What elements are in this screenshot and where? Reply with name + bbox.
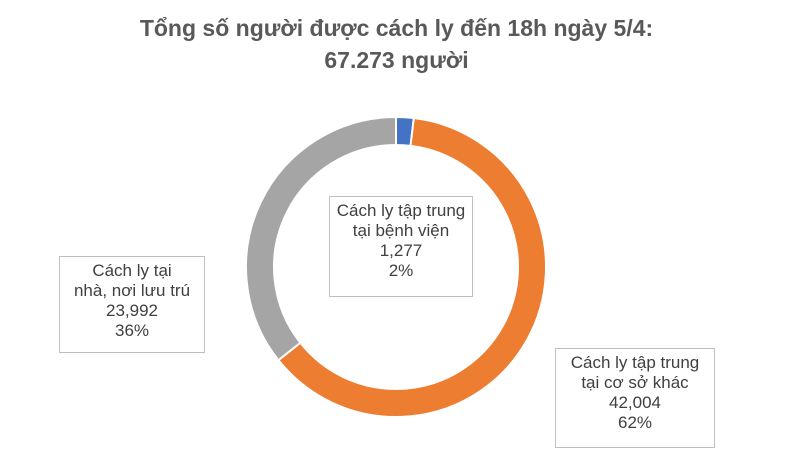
callout-other-label-1: Cách ly tập trung [570,353,700,372]
callout-home-value: 23,992 [106,301,158,320]
callout-home: Cách ly tại nhà, nơi lưu trú 23,992 36% [59,256,205,353]
callout-hospital-value: 1,277 [379,241,423,260]
chart-title-line-1: Tổng số người được cách ly đến 18h ngày … [139,15,654,41]
callout-home-label-2: nhà, nơi lưu trú [73,281,191,300]
callout-hospital: Cách ly tập trung tại bệnh viện 1,277 2% [329,196,473,297]
callout-home-label-1: Cách ly tại [92,261,172,280]
slice-other-facility [277,116,547,418]
chart-title: Tổng số người được cách ly đến 18h ngày … [0,12,793,76]
chart-title-line-2: 67.273 người [324,47,469,73]
callout-other-label-2: tại cơ sở khác [581,373,689,392]
slice-home [245,115,397,362]
callout-hospital-label-1: Cách ly tập trung [336,201,466,220]
callout-other-value: 42,004 [609,393,661,412]
callout-other-percent: 62% [617,413,653,432]
callout-hospital-percent: 2% [388,261,414,280]
donut-slices [245,115,547,418]
callout-home-percent: 36% [114,321,150,340]
callout-hospital-label-2: tại bệnh viện [352,221,450,240]
callout-other: Cách ly tập trung tại cơ sở khác 42,004 … [555,348,715,448]
